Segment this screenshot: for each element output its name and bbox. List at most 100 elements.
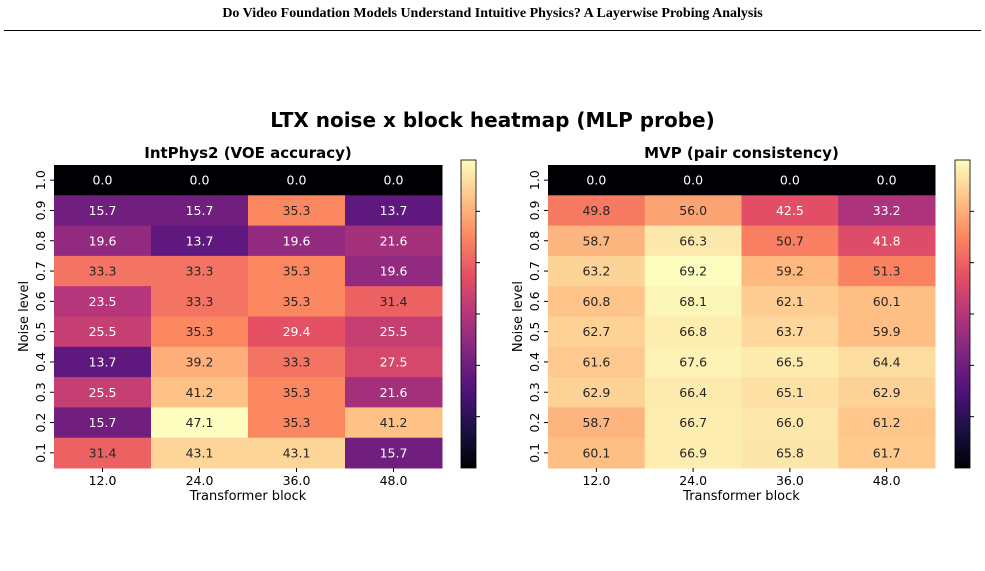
heatmap-cell: [548, 255, 646, 287]
heatmap-cell: [345, 165, 443, 196]
heatmap-cell: [248, 316, 346, 348]
colorbar: [954, 159, 971, 469]
heatmap-cell: [644, 165, 742, 196]
cell-value-label: 25.5: [89, 385, 117, 400]
heatmap-cell: [54, 377, 152, 408]
heatmap-cell: [151, 225, 249, 257]
cell-value-label: 33.3: [186, 264, 214, 279]
cell-value-label: 0.0: [877, 173, 897, 188]
heatmap-cell: [548, 346, 646, 378]
heatmap-cell: [248, 195, 346, 227]
cell-value-label: 0.0: [190, 173, 210, 188]
heatmap-cell: [741, 255, 839, 287]
heatmap-cell: [838, 165, 936, 196]
heatmap-cell: [741, 195, 839, 227]
heatmap-cell: [548, 407, 646, 439]
cell-value-label: 66.3: [679, 233, 707, 248]
cell-value-label: 69.2: [679, 264, 707, 279]
cell-value-label: 41.2: [186, 385, 214, 400]
y-tick-label: 0.5: [527, 322, 542, 342]
heatmap-cell: [741, 377, 839, 408]
cell-value-label: 15.7: [89, 415, 117, 430]
y-tick-label: 0.3: [527, 382, 542, 402]
x-tick-label: 36.0: [283, 473, 311, 488]
cell-value-label: 35.3: [283, 203, 311, 218]
x-tick-label: 48.0: [380, 473, 408, 488]
heatmap-cell: [644, 437, 742, 469]
cell-value-label: 19.6: [380, 264, 408, 279]
cell-value-label: 66.9: [679, 445, 707, 460]
cell-value-label: 31.4: [89, 445, 117, 460]
heatmap-cell: [151, 195, 249, 227]
cell-value-label: 0.0: [384, 173, 404, 188]
y-axis-label: Noise level: [511, 281, 526, 352]
y-tick-label: 1.0: [527, 170, 542, 190]
heatmap-cell: [248, 407, 346, 439]
heatmap-cell: [741, 165, 839, 196]
heatmap-cell: [54, 437, 152, 469]
heatmap-cell: [741, 225, 839, 257]
heatmap-cell: [741, 407, 839, 439]
cell-value-label: 41.8: [873, 233, 901, 248]
heatmap-cell: [838, 255, 936, 287]
cell-value-label: 66.5: [776, 354, 804, 369]
heatmap-cell: [644, 255, 742, 287]
cell-value-label: 35.3: [283, 415, 311, 430]
cell-value-label: 62.1: [776, 294, 804, 309]
cell-value-label: 21.6: [380, 385, 408, 400]
x-tick-label: 36.0: [776, 473, 804, 488]
cell-value-label: 64.4: [873, 354, 901, 369]
cell-value-label: 43.1: [283, 445, 311, 460]
heatmap-cell: [644, 225, 742, 257]
cell-value-label: 66.4: [679, 385, 707, 400]
heatmap-cell: [151, 316, 249, 348]
heatmap-cell: [838, 316, 936, 348]
cell-value-label: 62.7: [582, 324, 610, 339]
heatmap-cell: [248, 286, 346, 317]
y-tick-label: 0.1: [33, 443, 48, 463]
y-tick-label: 0.2: [33, 413, 48, 433]
cell-value-label: 62.9: [582, 385, 610, 400]
cell-value-label: 41.2: [380, 415, 408, 430]
cell-value-label: 15.7: [89, 203, 117, 218]
cell-value-label: 63.7: [776, 324, 804, 339]
heatmap-cell: [345, 377, 443, 408]
heatmap-cell: [838, 346, 936, 378]
heatmap-cell: [838, 377, 936, 408]
heatmap-cell: [248, 377, 346, 408]
heatmap-cell: [644, 286, 742, 317]
cell-value-label: 0.0: [586, 173, 606, 188]
cell-value-label: 35.3: [283, 294, 311, 309]
cell-value-label: 66.0: [776, 415, 804, 430]
heatmap-cell: [151, 165, 249, 196]
heatmap-cell: [838, 407, 936, 439]
cell-value-label: 31.4: [380, 294, 408, 309]
y-tick-label: 1.0: [33, 170, 48, 190]
cell-value-label: 66.7: [679, 415, 707, 430]
heatmap-cell: [54, 407, 152, 439]
cell-value-label: 43.1: [186, 445, 214, 460]
cell-value-label: 59.2: [776, 264, 804, 279]
cell-value-label: 61.2: [873, 415, 901, 430]
cell-value-label: 15.7: [186, 203, 214, 218]
y-tick-label: 0.9: [33, 200, 48, 220]
cell-value-label: 13.7: [186, 233, 214, 248]
heatmap-cell: [548, 225, 646, 257]
heatmap-cell: [838, 225, 936, 257]
cell-value-label: 33.3: [186, 294, 214, 309]
y-tick-label: 0.8: [527, 231, 542, 251]
heatmap-cell: [644, 346, 742, 378]
heatmap-cell: [54, 286, 152, 317]
y-tick-label: 0.4: [33, 352, 48, 372]
heatmap-cell: [151, 346, 249, 378]
y-tick-label: 0.2: [527, 413, 542, 433]
x-tick-label: 48.0: [873, 473, 901, 488]
cell-value-label: 33.2: [873, 203, 901, 218]
cell-value-label: 25.5: [89, 324, 117, 339]
cell-value-label: 65.1: [776, 385, 804, 400]
heatmap-cell: [345, 225, 443, 257]
cell-value-label: 58.7: [582, 233, 610, 248]
y-axis-label: Noise level: [17, 281, 32, 352]
heatmap-cell: [548, 437, 646, 469]
heatmap-cell: [345, 255, 443, 287]
